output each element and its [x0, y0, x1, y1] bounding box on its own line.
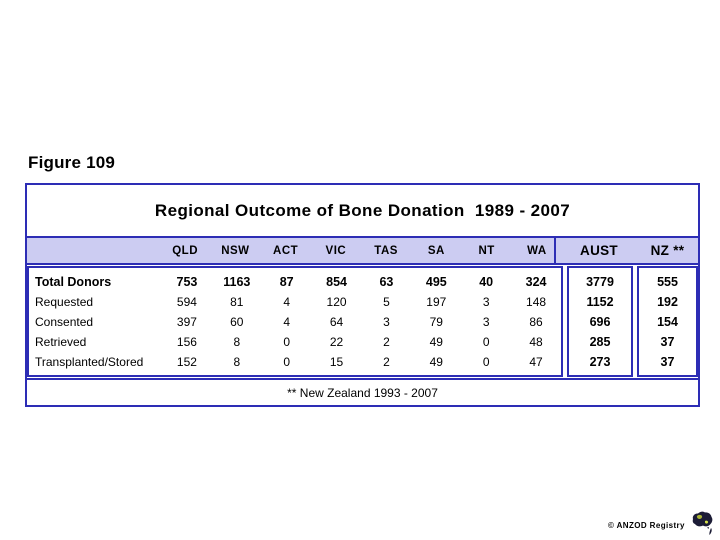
cell-value: 3 [383, 314, 390, 329]
cell-value: 63 [379, 274, 394, 289]
row-label: Total Donors [35, 274, 112, 289]
header-divider [554, 238, 556, 263]
cell-value: 8 [233, 354, 241, 369]
cell-value: 0 [482, 334, 490, 349]
cell-value: 86 [529, 314, 543, 329]
column-header-act: ACT [273, 244, 299, 257]
cell-value: 753 [176, 274, 198, 289]
cell-value: 0 [283, 354, 291, 369]
anzod-australia-map-icon [692, 511, 713, 535]
cell-value: 49 [429, 334, 443, 349]
column-header-qld: QLD [172, 244, 199, 257]
cell-value: 3 [482, 314, 490, 329]
row-label: Consented [35, 314, 94, 329]
nz-total-cell: 37 [660, 354, 675, 369]
cell-value: 48 [529, 334, 543, 349]
nz-total-cell: 192 [657, 294, 678, 309]
aust-total-cell: 3779 [586, 274, 614, 289]
column-header-nt: NT [478, 244, 495, 257]
cell-value: 397 [176, 314, 197, 329]
cell-value: 87 [279, 274, 294, 289]
table-header-row: QLD NSW ACT VIC TAS SA NT WA AUST NZ ** [27, 236, 698, 265]
table-title: Regional Outcome of Bone Donation 1989 -… [154, 200, 571, 220]
figure-label: Figure 109 [28, 153, 116, 172]
cell-value: 495 [425, 274, 447, 289]
cell-value: 120 [326, 294, 347, 309]
cell-value: 1163 [223, 274, 251, 289]
cell-value: 40 [479, 274, 494, 289]
cell-value: 49 [429, 354, 443, 369]
cell-value: 152 [176, 354, 197, 369]
cell-value: 64 [329, 314, 344, 329]
table-row: Retrieved 156 8 0 22 2 49 0 48 [29, 332, 561, 351]
aust-total-cell: 273 [589, 354, 611, 369]
cell-value: 47 [529, 354, 543, 369]
nz-totals-box: 555 192 154 37 37 [637, 266, 698, 377]
cell-value: 22 [329, 334, 344, 349]
column-header-sa: SA [427, 244, 445, 257]
cell-value: 4 [283, 314, 291, 329]
table-data-section: Total Donors 753 1163 87 854 63 495 40 324 Reques… [27, 265, 698, 378]
table-row: Requested 594 81 4 120 5 197 3 148 [29, 292, 561, 311]
aust-total-cell: 1152 [586, 294, 614, 309]
cell-value: 854 [326, 274, 347, 289]
aust-total-cell: 696 [589, 314, 611, 329]
table-footnote: ** New Zealand 1993 - 2007 [27, 378, 698, 405]
cell-value: 2 [383, 354, 390, 369]
copyright-credit: © ANZOD Registry [608, 521, 685, 530]
cell-value: 3 [482, 294, 490, 309]
row-label: Requested [35, 294, 94, 309]
row-label: Transplanted/Stored [35, 354, 144, 369]
cell-value: 60 [230, 314, 244, 329]
cell-value: 0 [283, 334, 291, 349]
cell-value: 148 [526, 294, 547, 309]
column-header-aust: AUST [580, 243, 618, 258]
cell-value: 4 [283, 294, 291, 309]
column-header-nz: NZ ** [650, 243, 685, 258]
cell-value: 15 [329, 354, 344, 369]
column-header-wa: WA [527, 244, 547, 257]
table-row: Total Donors 753 1163 87 854 63 495 40 324 [29, 272, 561, 291]
nz-total-cell: 37 [660, 334, 675, 349]
cell-value: 594 [176, 294, 197, 309]
cell-value: 0 [482, 354, 490, 369]
cell-value: 5 [383, 294, 390, 309]
nz-total-cell: 154 [657, 314, 678, 329]
table-row: Transplanted/Stored 152 8 0 15 2 49 0 47 [29, 352, 561, 371]
aust-total-cell: 285 [589, 334, 611, 349]
column-header-vic: VIC [325, 244, 347, 257]
cell-value: 79 [429, 314, 443, 329]
column-header-nsw: NSW [221, 244, 250, 257]
cell-value: 156 [176, 334, 197, 349]
states-data-box: Total Donors 753 1163 87 854 63 495 40 324 Reques… [27, 266, 563, 377]
aust-totals-box: 3779 1152 696 285 273 [567, 266, 633, 377]
cell-value: 8 [233, 334, 241, 349]
row-label: Retrieved [35, 334, 87, 349]
bone-donation-table: Regional Outcome of Bone Donation 1989 -… [25, 183, 700, 407]
cell-value: 2 [383, 334, 390, 349]
cell-value: 324 [525, 274, 547, 289]
column-header-tas: TAS [374, 244, 398, 257]
cell-value: 197 [426, 294, 447, 309]
nz-total-cell: 555 [657, 274, 678, 289]
table-row: Consented 397 60 4 64 3 79 3 86 [29, 312, 561, 331]
cell-value: 81 [230, 294, 244, 309]
state-column-headers: QLD NSW ACT VIC TAS SA NT WA [27, 238, 562, 263]
